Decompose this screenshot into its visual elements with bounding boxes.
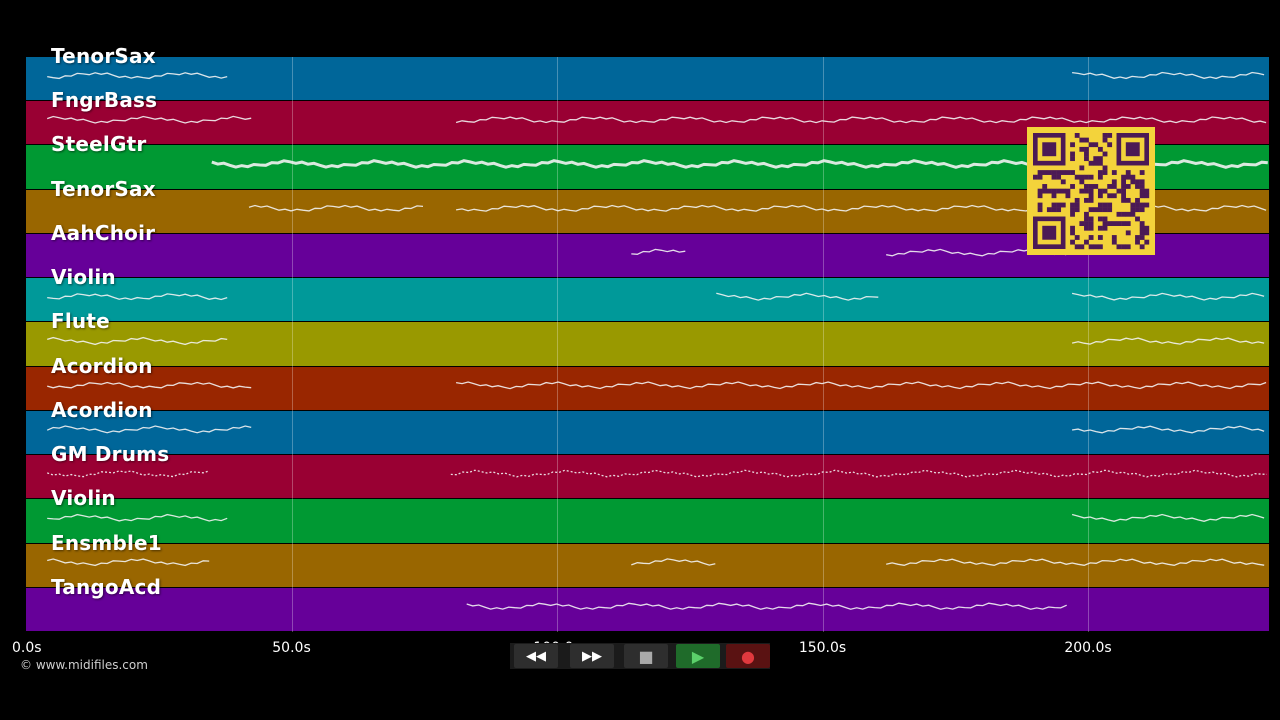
record-button[interactable]: ● — [726, 644, 770, 668]
track-label: TangoAcd — [51, 574, 162, 599]
track-label: FngrBass — [51, 88, 158, 113]
play-icon: ▶ — [691, 646, 705, 666]
stop-button[interactable]: ■ — [624, 644, 668, 668]
track-row[interactable]: Ensmble1 — [26, 531, 1269, 588]
gridline — [557, 57, 558, 632]
track-row[interactable]: TangoAcd — [26, 575, 1269, 632]
fast-forward-button[interactable]: ▶▶ — [570, 644, 614, 668]
rewind-button[interactable]: ◀◀ — [514, 644, 558, 668]
track-label: AahChoir — [51, 220, 156, 245]
track-row[interactable]: Violin — [26, 486, 1269, 544]
track-label: Flute — [51, 309, 110, 334]
time-tick-label: 50.0s — [272, 640, 311, 656]
track-row[interactable]: TenorSax — [26, 44, 1269, 102]
track-label: TenorSax — [51, 176, 156, 201]
playback-controls: ◀◀ ▶▶ ■ ▶ ● — [510, 643, 770, 669]
time-tick-label: 150.0s — [798, 640, 847, 656]
track-label: TenorSax — [51, 44, 156, 68]
play-button[interactable]: ▶ — [676, 644, 720, 668]
track-label: Acordion — [51, 353, 153, 378]
stop-icon: ■ — [638, 646, 654, 666]
track-row[interactable]: Flute — [26, 309, 1269, 367]
time-tick-label: 0.0s — [12, 640, 42, 656]
track-label: SteelGtr — [51, 132, 147, 157]
fast-forward-icon: ▶▶ — [582, 648, 602, 664]
gridline — [822, 57, 824, 632]
track-label: Violin — [51, 486, 116, 511]
track-row[interactable]: Violin — [26, 265, 1269, 323]
track-row[interactable]: GM Drums — [26, 442, 1269, 500]
record-icon: ● — [741, 646, 755, 666]
track-label: Ensmble1 — [51, 530, 162, 555]
track-row[interactable]: Acordion — [26, 398, 1269, 456]
gridline — [291, 57, 293, 632]
time-tick-label: 200.0s — [1064, 640, 1112, 656]
track-label: GM Drums — [51, 442, 170, 467]
track-label: Acordion — [51, 397, 153, 422]
track-row[interactable]: Acordion — [26, 354, 1269, 411]
rewind-icon: ◀◀ — [526, 648, 546, 664]
track-label: Violin — [51, 265, 116, 290]
qr-code-icon — [1027, 127, 1155, 255]
copyright-text: © www.midifiles.com — [20, 658, 148, 672]
